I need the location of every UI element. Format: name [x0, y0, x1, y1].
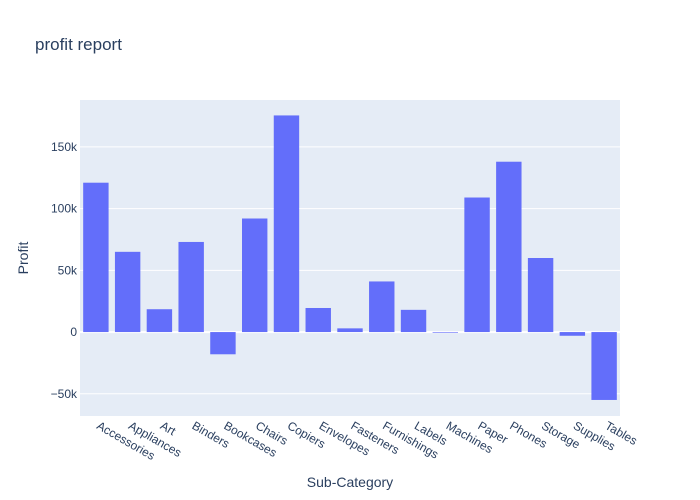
bar[interactable] [305, 307, 331, 333]
y-tick-label: 0 [70, 325, 77, 339]
bar[interactable] [559, 332, 586, 336]
bar[interactable] [114, 251, 141, 333]
bar[interactable] [464, 197, 490, 333]
y-axis-title: Profit [15, 242, 31, 275]
y-tick-label: −50k [51, 387, 78, 401]
y-tick-label: 50k [58, 263, 78, 277]
y-tick-label: 100k [51, 202, 78, 216]
bar[interactable] [369, 281, 395, 333]
bar[interactable] [178, 241, 204, 333]
bars [83, 115, 617, 400]
bar[interactable] [83, 182, 109, 333]
y-tick-label: 150k [51, 140, 78, 154]
bar[interactable] [210, 332, 236, 355]
bar[interactable] [432, 332, 458, 333]
bar[interactable] [496, 161, 522, 333]
chart-title: profit report [35, 35, 122, 54]
x-tick-label: Art [158, 418, 179, 438]
bar[interactable] [146, 309, 173, 333]
bar[interactable] [337, 328, 363, 333]
bar[interactable] [591, 332, 617, 400]
bar[interactable] [273, 115, 300, 333]
y-axis-ticks: −50k 0 50k 100k 150k [51, 140, 78, 401]
bar[interactable] [400, 309, 427, 333]
x-axis-title: Sub-Category [307, 474, 393, 490]
bar[interactable] [242, 218, 268, 333]
bar[interactable] [527, 258, 554, 333]
